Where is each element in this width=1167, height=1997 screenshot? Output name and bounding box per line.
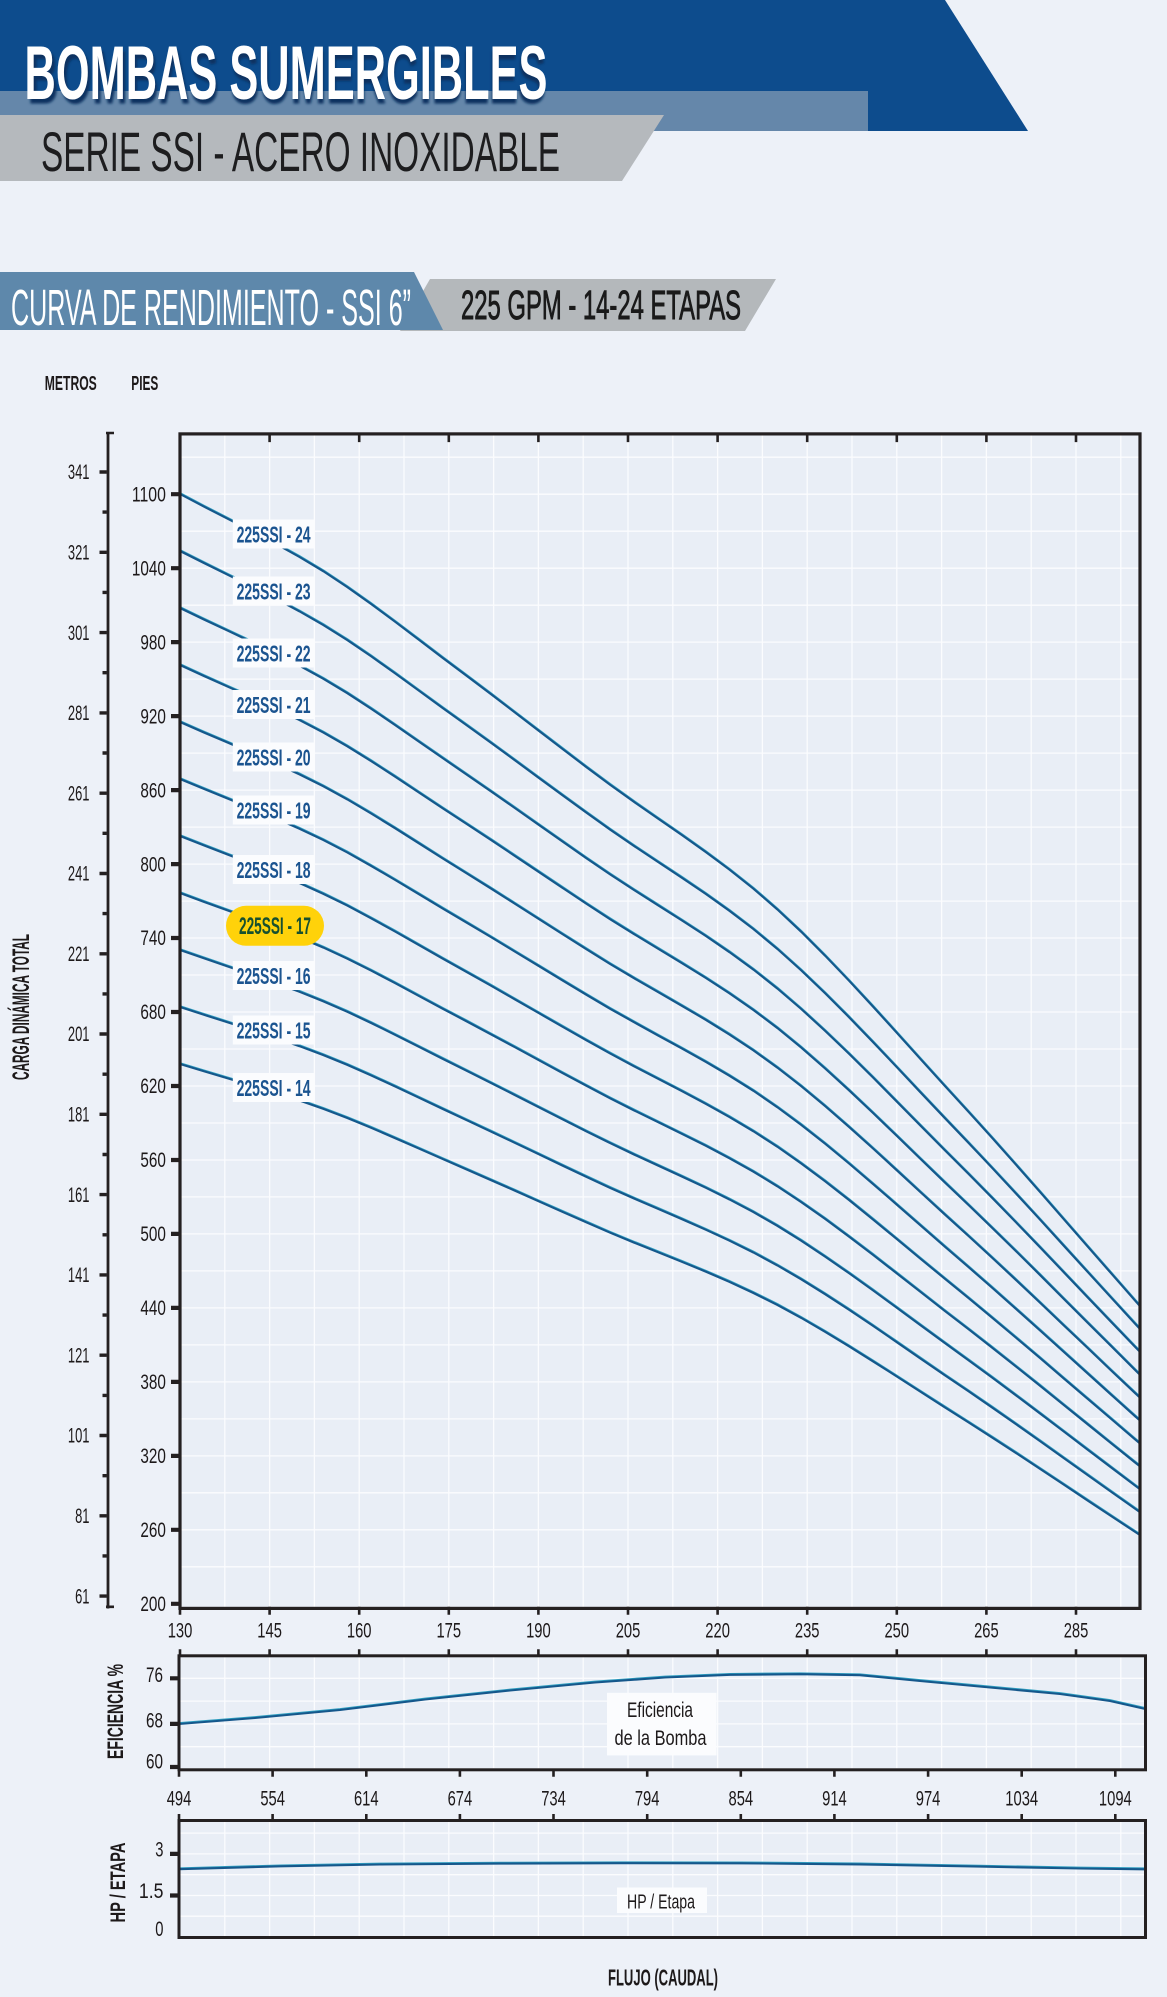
svg-text:60: 60 <box>146 1751 163 1774</box>
svg-text:860: 860 <box>140 779 166 802</box>
svg-text:190: 190 <box>526 1620 551 1643</box>
svg-text:680: 680 <box>140 1001 166 1024</box>
svg-text:674: 674 <box>448 1788 473 1811</box>
svg-text:980: 980 <box>140 631 166 654</box>
svg-text:HP / ETAPA: HP / ETAPA <box>107 1843 130 1923</box>
svg-text:500: 500 <box>140 1223 166 1246</box>
svg-text:101: 101 <box>68 1425 90 1448</box>
svg-text:440: 440 <box>140 1297 166 1320</box>
svg-text:225SSI - 14: 225SSI - 14 <box>237 1075 311 1101</box>
svg-text:301: 301 <box>68 622 90 645</box>
svg-text:225SSI - 20: 225SSI - 20 <box>237 744 311 770</box>
svg-text:341: 341 <box>68 461 90 484</box>
svg-text:181: 181 <box>68 1104 90 1127</box>
svg-text:61: 61 <box>75 1585 89 1608</box>
svg-text:265: 265 <box>974 1620 999 1643</box>
svg-text:320: 320 <box>140 1445 166 1468</box>
svg-text:3: 3 <box>155 1838 163 1861</box>
svg-text:854: 854 <box>729 1788 754 1811</box>
svg-text:261: 261 <box>68 782 90 805</box>
svg-text:1100: 1100 <box>132 483 166 506</box>
svg-text:121: 121 <box>68 1344 90 1367</box>
svg-text:225SSI - 16: 225SSI - 16 <box>237 963 311 989</box>
svg-text:241: 241 <box>68 863 90 886</box>
svg-text:554: 554 <box>260 1788 285 1811</box>
svg-text:974: 974 <box>916 1788 941 1811</box>
svg-text:225SSI - 21: 225SSI - 21 <box>237 692 311 718</box>
svg-text:221: 221 <box>68 943 90 966</box>
svg-text:EFICIENCIA %: EFICIENCIA % <box>103 1664 128 1759</box>
svg-text:321: 321 <box>68 541 90 564</box>
svg-text:SERIE SSI - ACERO INOXIDABLE: SERIE SSI - ACERO INOXIDABLE <box>41 120 560 183</box>
svg-text:260: 260 <box>140 1519 166 1542</box>
svg-text:1040: 1040 <box>132 557 166 580</box>
svg-text:1094: 1094 <box>1099 1788 1132 1811</box>
svg-text:1.5: 1.5 <box>139 1880 164 1903</box>
svg-text:de la Bomba: de la Bomba <box>615 1726 707 1750</box>
svg-text:HP / Etapa: HP / Etapa <box>627 1892 696 1914</box>
svg-text:METROS: METROS <box>45 373 97 395</box>
svg-text:76: 76 <box>146 1664 163 1687</box>
svg-text:220: 220 <box>705 1620 730 1643</box>
svg-text:560: 560 <box>140 1149 166 1172</box>
svg-text:914: 914 <box>822 1788 847 1811</box>
svg-text:Eficiencia: Eficiencia <box>627 1698 693 1722</box>
svg-text:734: 734 <box>541 1788 566 1811</box>
svg-text:800: 800 <box>140 853 166 876</box>
svg-text:BOMBAS SUMERGIBLES: BOMBAS SUMERGIBLES <box>25 31 548 116</box>
svg-text:225SSI - 22: 225SSI - 22 <box>237 640 311 666</box>
svg-text:0: 0 <box>155 1918 163 1941</box>
svg-text:130: 130 <box>168 1620 193 1643</box>
svg-text:161: 161 <box>68 1184 90 1207</box>
svg-text:225SSI - 18: 225SSI - 18 <box>237 857 311 883</box>
svg-text:145: 145 <box>257 1620 282 1643</box>
svg-text:281: 281 <box>68 702 90 725</box>
svg-text:614: 614 <box>354 1788 379 1811</box>
svg-text:BOMBAS SUMERGIBLES: BOMBAS SUMERGIBLES <box>28 36 547 121</box>
svg-text:285: 285 <box>1064 1620 1089 1643</box>
svg-text:225SSI - 17: 225SSI - 17 <box>239 913 311 940</box>
svg-text:CURVA DE RENDIMIENTO - SSI 6”: CURVA DE RENDIMIENTO - SSI 6” <box>11 279 411 336</box>
svg-text:PIES: PIES <box>131 373 158 395</box>
svg-text:225SSI - 24: 225SSI - 24 <box>237 521 311 547</box>
svg-text:740: 740 <box>140 927 166 950</box>
svg-text:620: 620 <box>140 1075 166 1098</box>
svg-text:CARGA DINÁMICA TOTAL: CARGA DINÁMICA TOTAL <box>7 934 35 1080</box>
svg-text:68: 68 <box>146 1710 163 1733</box>
svg-text:225SSI - 19: 225SSI - 19 <box>237 797 311 823</box>
svg-text:141: 141 <box>68 1264 90 1287</box>
svg-text:175: 175 <box>436 1620 461 1643</box>
svg-text:201: 201 <box>68 1023 90 1046</box>
svg-text:200: 200 <box>140 1593 166 1616</box>
svg-text:494: 494 <box>167 1788 192 1811</box>
svg-text:235: 235 <box>795 1620 820 1643</box>
svg-text:205: 205 <box>616 1620 641 1643</box>
svg-text:1034: 1034 <box>1005 1788 1038 1811</box>
svg-text:794: 794 <box>635 1788 660 1811</box>
svg-text:FLUJO (CAUDAL): FLUJO (CAUDAL) <box>608 1965 718 1991</box>
svg-text:250: 250 <box>884 1620 909 1643</box>
svg-text:380: 380 <box>140 1371 166 1394</box>
svg-text:920: 920 <box>140 705 166 728</box>
svg-text:225SSI - 23: 225SSI - 23 <box>237 578 311 604</box>
svg-text:81: 81 <box>75 1505 89 1528</box>
svg-text:160: 160 <box>347 1620 372 1643</box>
svg-text:225SSI - 15: 225SSI - 15 <box>237 1017 311 1043</box>
svg-text:225 GPM - 14-24 ETAPAS: 225 GPM - 14-24 ETAPAS <box>461 282 741 328</box>
